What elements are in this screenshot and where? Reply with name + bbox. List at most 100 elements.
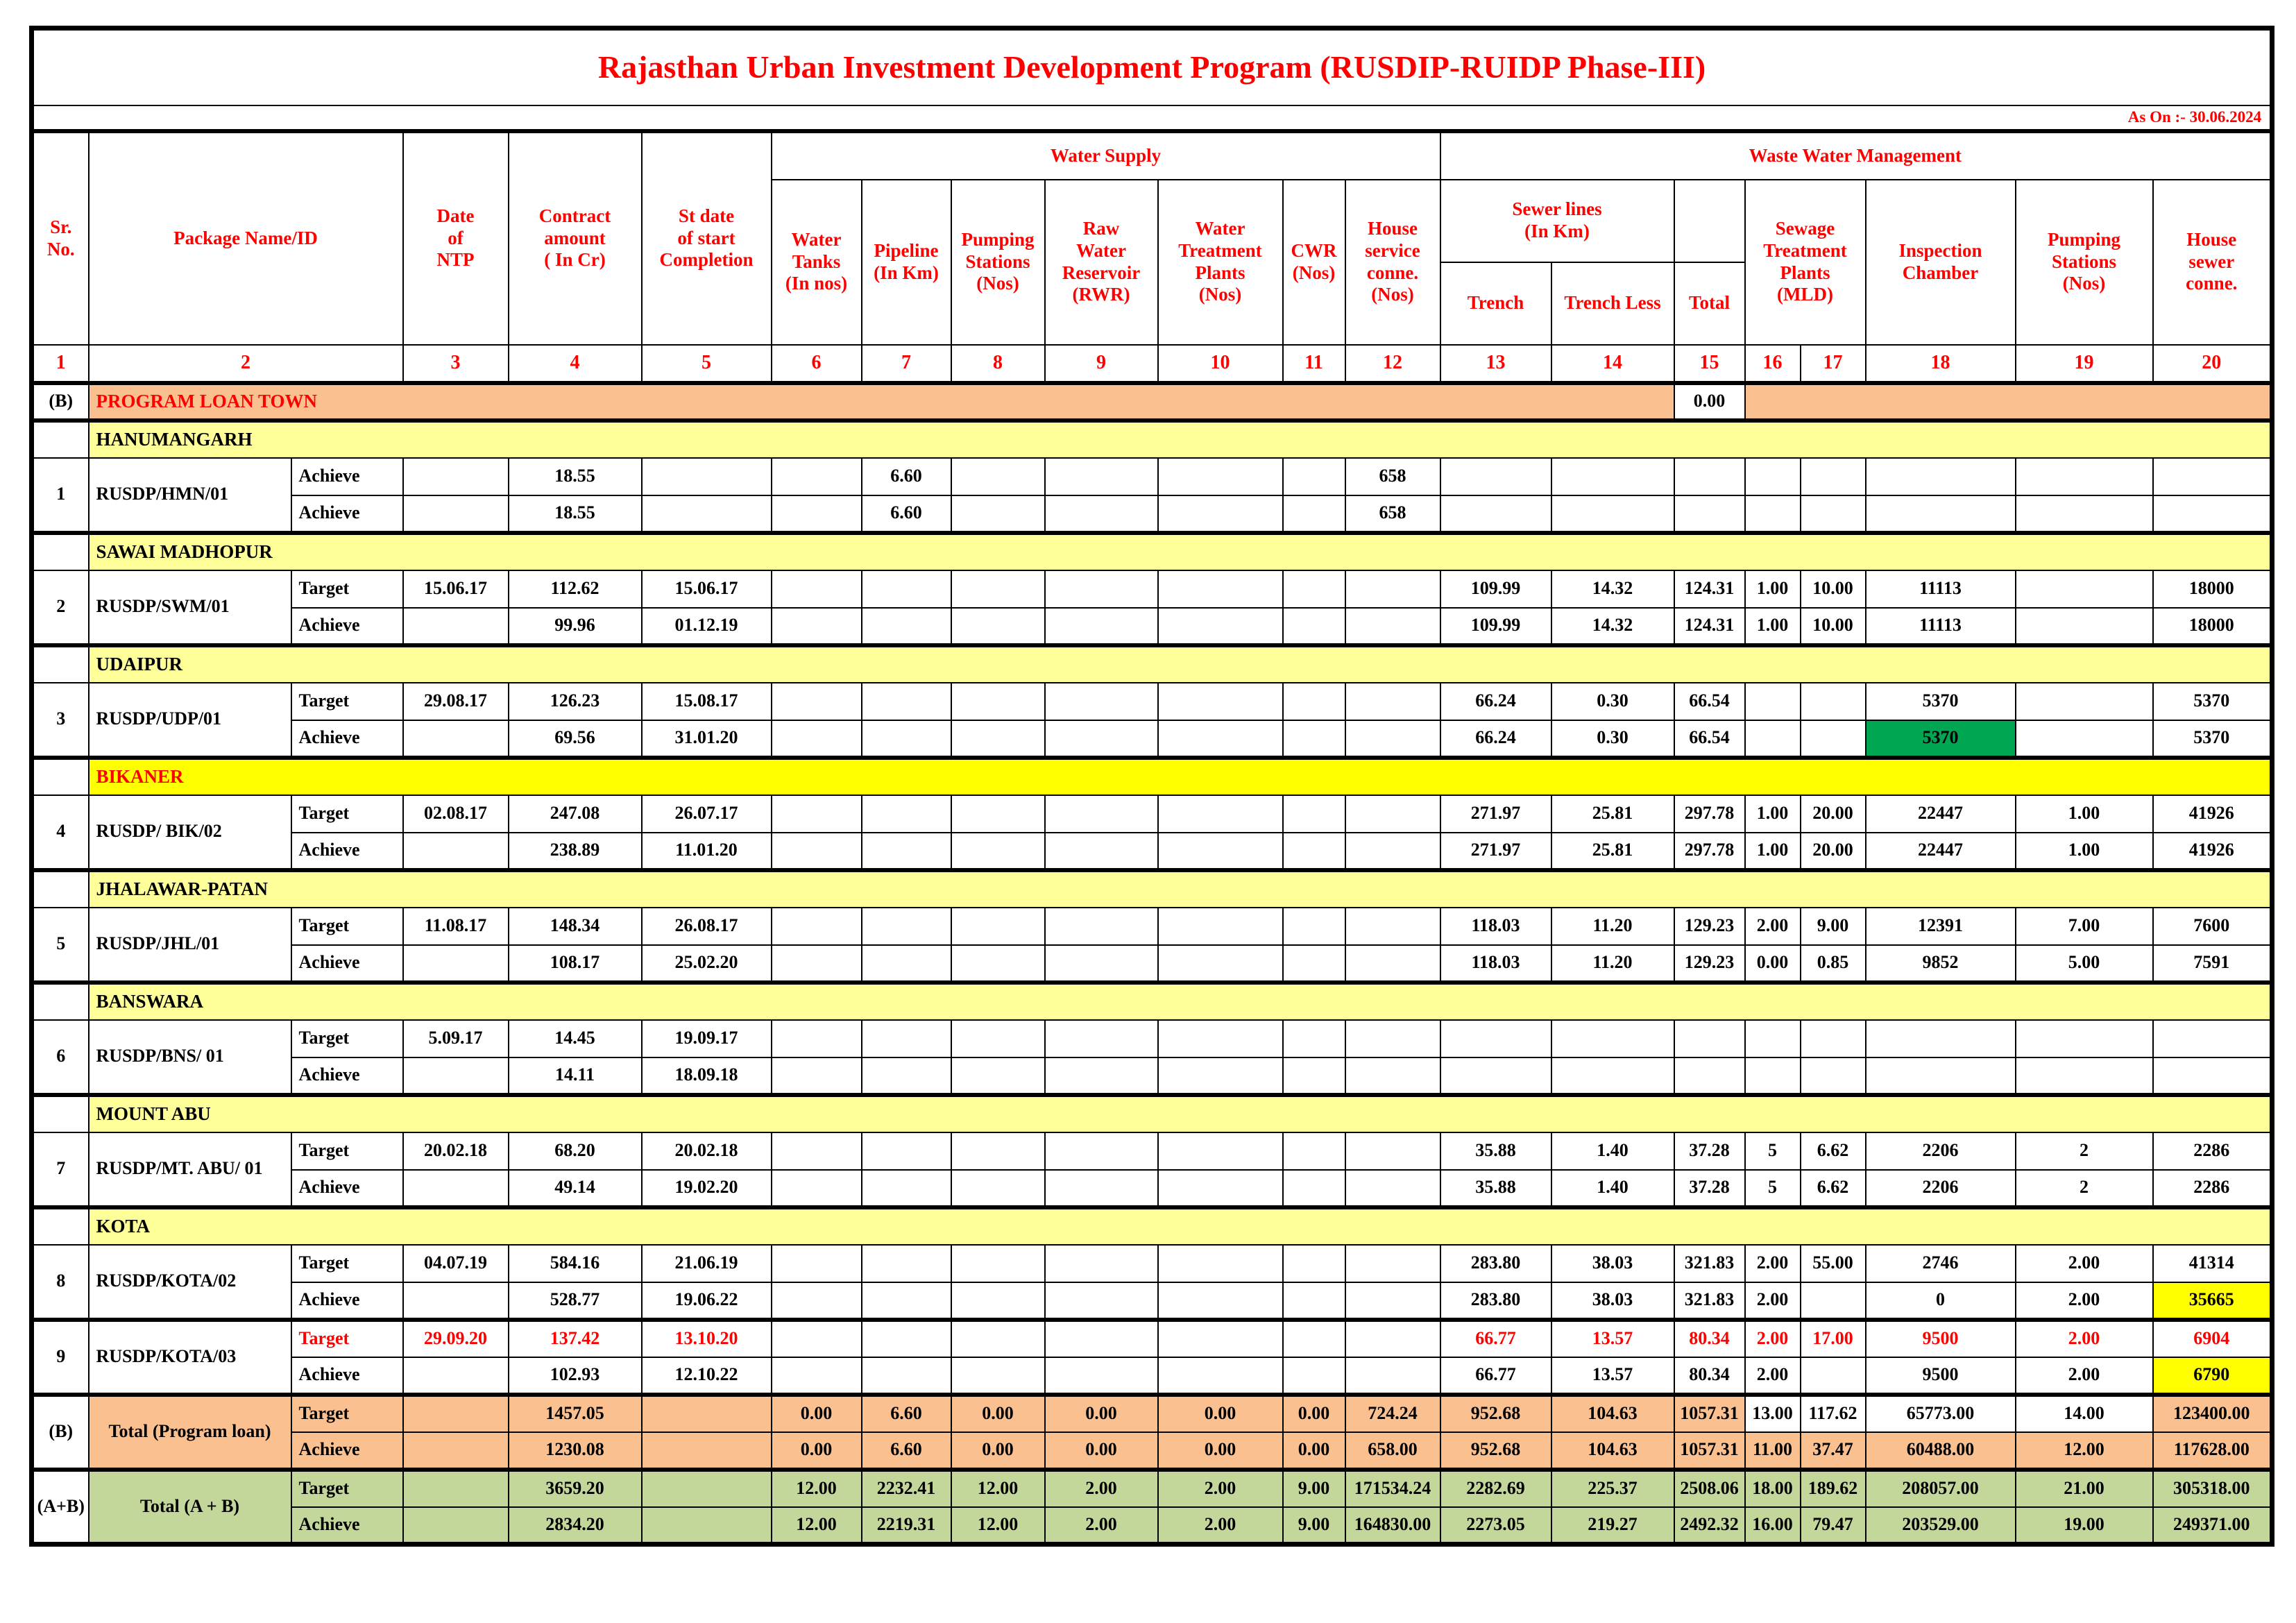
value-cell (1344, 906, 1441, 946)
value-cell (950, 1356, 1046, 1395)
value-cell (1864, 1019, 2016, 1058)
value-cell (1864, 494, 2016, 534)
value-cell (1044, 1131, 1159, 1171)
col-number: 1 (31, 343, 90, 385)
value-cell (950, 944, 1046, 983)
value-cell (402, 831, 509, 871)
row-type-cell: Achieve (290, 1431, 404, 1470)
value-cell: 118.03 (1439, 906, 1552, 946)
value-cell: 104.63 (1550, 1431, 1675, 1470)
value-cell: 38.03 (1550, 1243, 1675, 1283)
value-cell: 124.31 (1673, 606, 1746, 646)
value-cell (1157, 1243, 1284, 1283)
value-cell: 0.00 (1282, 1392, 1346, 1433)
col-header-pipeline: Pipeline (In Km) (860, 178, 952, 346)
sr-cell: 4 (31, 794, 90, 871)
value-cell (860, 1356, 952, 1395)
value-cell: 0.00 (1744, 944, 1801, 983)
value-cell (402, 606, 509, 646)
sr-cell: (B) (31, 1392, 90, 1470)
town-band: KOTA (87, 1205, 2273, 1246)
as-on-date: As On :- 30.06.2024 (31, 104, 2273, 133)
value-cell (1044, 1317, 1159, 1358)
package-cell: RUSDP/ BIK/02 (87, 794, 292, 871)
value-cell: 16.00 (1744, 1506, 1801, 1545)
value-cell: 7.00 (2014, 906, 2154, 946)
value-cell: 1230.08 (507, 1431, 643, 1470)
value-cell: 658.00 (1344, 1431, 1441, 1470)
value-cell: 12.00 (950, 1467, 1046, 1508)
value-cell: 2282.69 (1439, 1467, 1552, 1508)
value-cell (1157, 1169, 1284, 1208)
value-cell: 65773.00 (1864, 1392, 2016, 1433)
value-cell (1044, 1281, 1159, 1320)
value-cell: 1457.05 (507, 1392, 643, 1433)
value-cell: 1.00 (2014, 831, 2154, 871)
value-cell (950, 457, 1046, 496)
row-type-cell: Achieve (290, 1356, 404, 1395)
value-cell (1157, 1019, 1284, 1058)
value-cell: 2834.20 (507, 1506, 643, 1545)
value-cell (1744, 1019, 1801, 1058)
table-row: 1 RUSDP/HMN/01 Achieve 18.55 6.60 658 (31, 457, 2273, 534)
table-row: 2 RUSDP/SWM/01 Target 15.06.17 112.62 15.06.1… (31, 569, 2273, 646)
row-type-cell: Achieve (290, 831, 404, 871)
total-label-cell: Total (A + B) (87, 1467, 292, 1545)
value-cell: 14.11 (507, 1056, 643, 1096)
value-cell (950, 494, 1046, 534)
value-cell (1157, 1281, 1284, 1320)
group-header-waste-water: Waste Water Management (1439, 130, 2273, 180)
col-number: 2 (87, 343, 404, 385)
value-cell: 29.08.17 (402, 681, 509, 721)
value-cell (1157, 1131, 1284, 1171)
value-cell: 66.24 (1439, 681, 1552, 721)
value-cell: 20.02.18 (640, 1131, 772, 1171)
group-header-water-supply: Water Supply (770, 130, 1441, 180)
group-header-sewer-lines: Sewer lines (In Km) (1439, 178, 1675, 263)
value-cell (1157, 1356, 1284, 1395)
row-type-cell: Achieve (290, 1281, 404, 1320)
value-cell: 2.00 (1744, 906, 1801, 946)
value-cell: 41926 (2152, 831, 2273, 871)
value-cell (1157, 569, 1284, 609)
value-cell (1864, 1056, 2016, 1096)
value-cell: 1.00 (1744, 569, 1801, 609)
row-type-cell: Target (290, 569, 404, 609)
value-cell: 2492.32 (1673, 1506, 1746, 1545)
value-cell (770, 1131, 862, 1171)
value-cell (1157, 944, 1284, 983)
value-cell: 6904 (2152, 1317, 2273, 1358)
value-cell: 22447 (1864, 831, 2016, 871)
town-band: BANSWARA (87, 980, 2273, 1021)
value-cell (640, 1506, 772, 1545)
value-cell: 0.00 (770, 1392, 862, 1433)
value-cell: 109.99 (1439, 606, 1552, 646)
value-cell (1744, 494, 1801, 534)
value-cell (1157, 1056, 1284, 1096)
value-cell: 13.10.20 (640, 1317, 772, 1358)
sr-cell (31, 755, 90, 796)
town-band: JHALAWAR-PATAN (87, 867, 2273, 908)
value-cell: 2508.06 (1673, 1467, 1746, 1508)
value-cell (1344, 1317, 1441, 1358)
value-cell (1344, 1281, 1441, 1320)
col-header-ww-pumping-stations: Pumping Stations (Nos) (2014, 178, 2154, 346)
value-cell: 14.32 (1550, 606, 1675, 646)
col-header-house-service-conn: House service conne. (Nos) (1344, 178, 1441, 346)
value-cell: 15.06.17 (402, 569, 509, 609)
value-cell: 0 (1864, 1281, 2016, 1320)
sr-cell: 3 (31, 681, 90, 758)
value-cell: 137.42 (507, 1317, 643, 1358)
value-cell (1282, 606, 1346, 646)
value-cell: 1.00 (1744, 794, 1801, 833)
value-cell: 1.40 (1550, 1131, 1675, 1171)
table-row: 7 RUSDP/MT. ABU/ 01 Target 20.02.18 68.20 20.… (31, 1131, 2273, 1208)
value-cell (640, 1431, 772, 1470)
value-cell (2014, 606, 2154, 646)
value-cell (770, 606, 862, 646)
value-cell (860, 1131, 952, 1171)
value-cell (1282, 457, 1346, 496)
value-cell: 15.06.17 (640, 569, 772, 609)
col-number: 8 (950, 343, 1046, 385)
value-cell: 19.00 (2014, 1506, 2154, 1545)
